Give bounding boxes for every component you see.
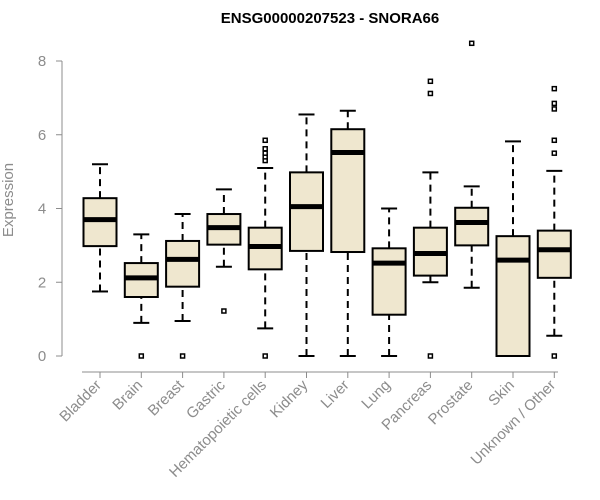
chart-title: ENSG00000207523 - SNORA66	[221, 10, 439, 27]
iqr-box	[330, 128, 366, 254]
outlier-point	[551, 85, 558, 92]
x-tick-label: Lung	[358, 377, 394, 413]
iqr-box	[495, 235, 531, 357]
outlier-point	[262, 353, 268, 359]
outlier-point	[262, 150, 268, 156]
x-tick-label: Prostate	[425, 377, 477, 429]
box-bladder	[82, 163, 118, 293]
iqr-box	[82, 197, 118, 248]
box-series	[82, 40, 572, 359]
outlier-point	[551, 137, 558, 144]
outlier-point	[551, 150, 558, 156]
x-tick-label: Liver	[318, 377, 353, 412]
y-tick-label: 8	[38, 53, 46, 70]
outlier-point	[468, 40, 475, 47]
x-tick-label: Skin	[485, 377, 518, 410]
box-kidney	[289, 113, 324, 357]
y-tick-label: 4	[38, 201, 46, 218]
y-tick-label: 0	[38, 348, 46, 365]
box-liver	[330, 109, 366, 357]
iqr-box	[371, 247, 407, 316]
iqr-box	[165, 239, 201, 288]
box-brain	[123, 233, 159, 359]
x-tick-label: Bladder	[56, 377, 105, 426]
x-tick-label: Kidney	[267, 376, 312, 421]
box-hematopoietic-cells	[247, 137, 283, 359]
outlier-point	[427, 353, 434, 359]
outlier-point	[551, 100, 558, 107]
outlier-point	[179, 353, 186, 359]
box-lung	[371, 207, 407, 357]
iqr-box	[536, 229, 572, 279]
x-tick-label: Breast	[145, 376, 188, 419]
y-tick-label: 2	[38, 274, 46, 291]
box-prostate	[454, 40, 490, 289]
outlier-point	[262, 137, 268, 144]
outlier-point	[551, 353, 558, 359]
outlier-point	[138, 353, 145, 359]
box-gastric	[206, 188, 242, 314]
iqr-box	[289, 171, 324, 252]
outlier-point	[221, 308, 227, 314]
outlier-point	[427, 90, 434, 97]
iqr-box	[454, 206, 490, 247]
box-skin	[495, 140, 531, 357]
box-pancreas	[412, 78, 448, 359]
outlier-point	[262, 146, 268, 152]
box-breast	[165, 213, 201, 359]
outlier-point	[551, 106, 558, 112]
outlier-point	[427, 78, 434, 85]
box-unknown-other	[536, 85, 572, 359]
x-tick-label: Brain	[109, 377, 146, 414]
y-tick-label: 6	[38, 127, 46, 144]
y-axis-label: Expression	[0, 163, 17, 237]
y-axis-ticks: 0 2 4 6 8	[38, 53, 62, 365]
